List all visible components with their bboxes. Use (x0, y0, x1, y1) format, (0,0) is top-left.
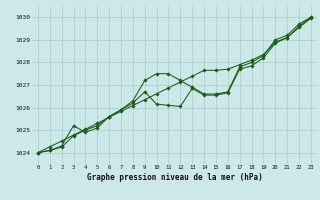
X-axis label: Graphe pression niveau de la mer (hPa): Graphe pression niveau de la mer (hPa) (86, 173, 262, 182)
